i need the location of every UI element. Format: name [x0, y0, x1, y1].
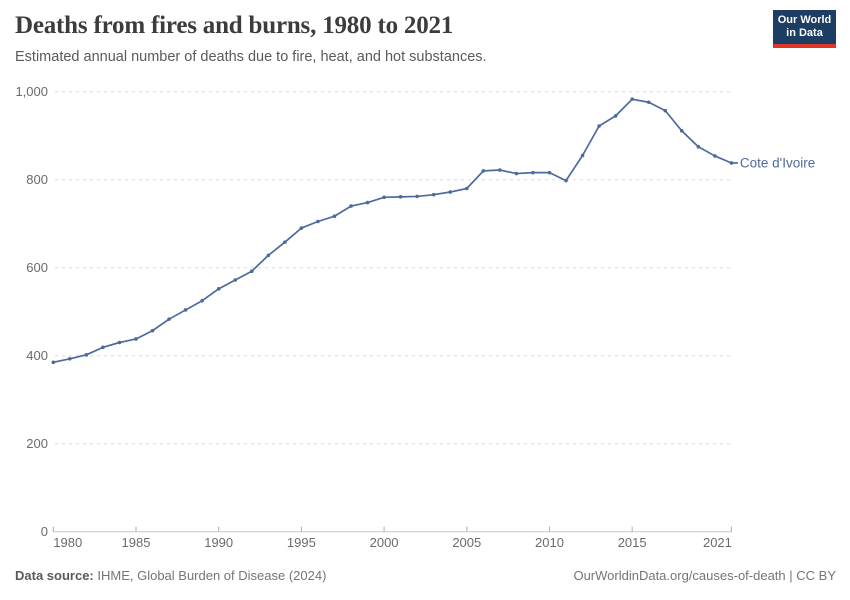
data-point-marker	[729, 161, 734, 165]
series-entity-label[interactable]: Cote d'Ivoire	[740, 155, 815, 170]
data-point-marker	[134, 337, 138, 341]
owid-logo[interactable]: Our World in Data	[773, 10, 836, 48]
data-point-marker	[51, 360, 56, 365]
y-axis-tick-label: 0	[41, 524, 48, 539]
data-point-marker	[365, 200, 370, 205]
data-point-marker	[663, 108, 668, 113]
x-axis-tick-label: 2021	[703, 535, 732, 550]
y-axis-tick-label: 400	[26, 348, 48, 363]
x-axis-tick-label: 2015	[618, 535, 647, 550]
x-axis-tick-label: 1985	[122, 535, 151, 550]
data-point-marker	[696, 144, 701, 149]
data-point-marker	[398, 195, 403, 199]
owid-logo-line1: Our World	[777, 14, 832, 27]
data-point-marker	[84, 353, 89, 357]
data-point-marker	[498, 168, 502, 172]
data-point-marker	[514, 171, 519, 176]
data-point-marker	[646, 100, 651, 105]
footer-separator: |	[785, 568, 797, 583]
chart-subtitle: Estimated annual number of deaths due to…	[15, 49, 487, 65]
data-point-marker	[68, 356, 72, 361]
y-axis-tick-label: 1,000	[15, 84, 48, 99]
data-point-marker	[101, 345, 105, 350]
chart-title: Deaths from fires and burns, 1980 to 202…	[15, 12, 454, 39]
data-point-marker	[183, 308, 188, 312]
data-point-marker	[597, 124, 601, 128]
license-badge: CC BY	[796, 568, 836, 583]
data-point-marker	[613, 114, 618, 118]
owid-url-link[interactable]: OurWorldinData.org/causes-of-death	[573, 568, 786, 583]
owid-logo-line2: in Data	[786, 27, 823, 39]
data-point-marker	[481, 169, 486, 173]
owid-logo-text: Our World in Data	[778, 14, 832, 40]
data-point-marker	[233, 278, 238, 282]
data-point-marker	[150, 328, 155, 333]
data-point-marker	[547, 170, 552, 175]
data-point-marker	[431, 192, 436, 197]
y-axis-tick-label: 200	[26, 436, 48, 451]
y-axis-tick-label: 600	[26, 260, 48, 275]
data-point-marker	[564, 178, 568, 183]
data-point-marker	[316, 219, 320, 224]
data-point-marker	[299, 226, 304, 230]
x-axis-tick-label: 1990	[204, 535, 233, 550]
data-point-marker	[117, 340, 122, 345]
data-source-label: Data source:	[15, 568, 94, 583]
data-point-marker	[200, 298, 204, 303]
data-point-marker	[531, 170, 535, 175]
chart-line	[52, 98, 733, 364]
data-point-marker	[283, 240, 287, 244]
data-point-marker	[713, 154, 717, 158]
data-point-marker	[448, 190, 453, 194]
data-point-marker	[349, 204, 353, 208]
x-axis-tick-label: 2000	[370, 535, 399, 550]
chart-footer: Data source: IHME, Global Burden of Dise…	[15, 568, 836, 583]
data-point-marker	[415, 194, 419, 199]
data-point-marker	[464, 186, 469, 191]
x-axis-tick-label: 1995	[287, 535, 316, 550]
data-point-marker	[167, 317, 171, 321]
footer-attribution: OurWorldinData.org/causes-of-death | CC …	[573, 568, 836, 583]
data-point-marker	[332, 214, 337, 219]
data-point-marker	[216, 287, 221, 291]
data-point-marker	[679, 129, 684, 133]
data-point-marker	[382, 195, 386, 200]
data-point-marker	[249, 269, 254, 274]
data-point-marker	[630, 97, 634, 101]
data-source-text: IHME, Global Burden of Disease (2024)	[93, 568, 327, 583]
x-axis-tick-label: 2005	[452, 535, 481, 550]
data-source-note: Data source: IHME, Global Burden of Dise…	[15, 568, 326, 583]
data-point-marker	[580, 153, 585, 158]
data-point-marker	[266, 253, 271, 258]
x-axis-tick-label: 2010	[535, 535, 564, 550]
x-axis-tick-label: 1980	[53, 535, 82, 550]
y-axis-tick-label: 800	[26, 172, 48, 187]
